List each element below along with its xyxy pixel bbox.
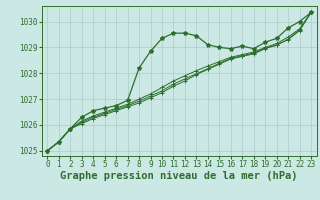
X-axis label: Graphe pression niveau de la mer (hPa): Graphe pression niveau de la mer (hPa) [60,171,298,181]
